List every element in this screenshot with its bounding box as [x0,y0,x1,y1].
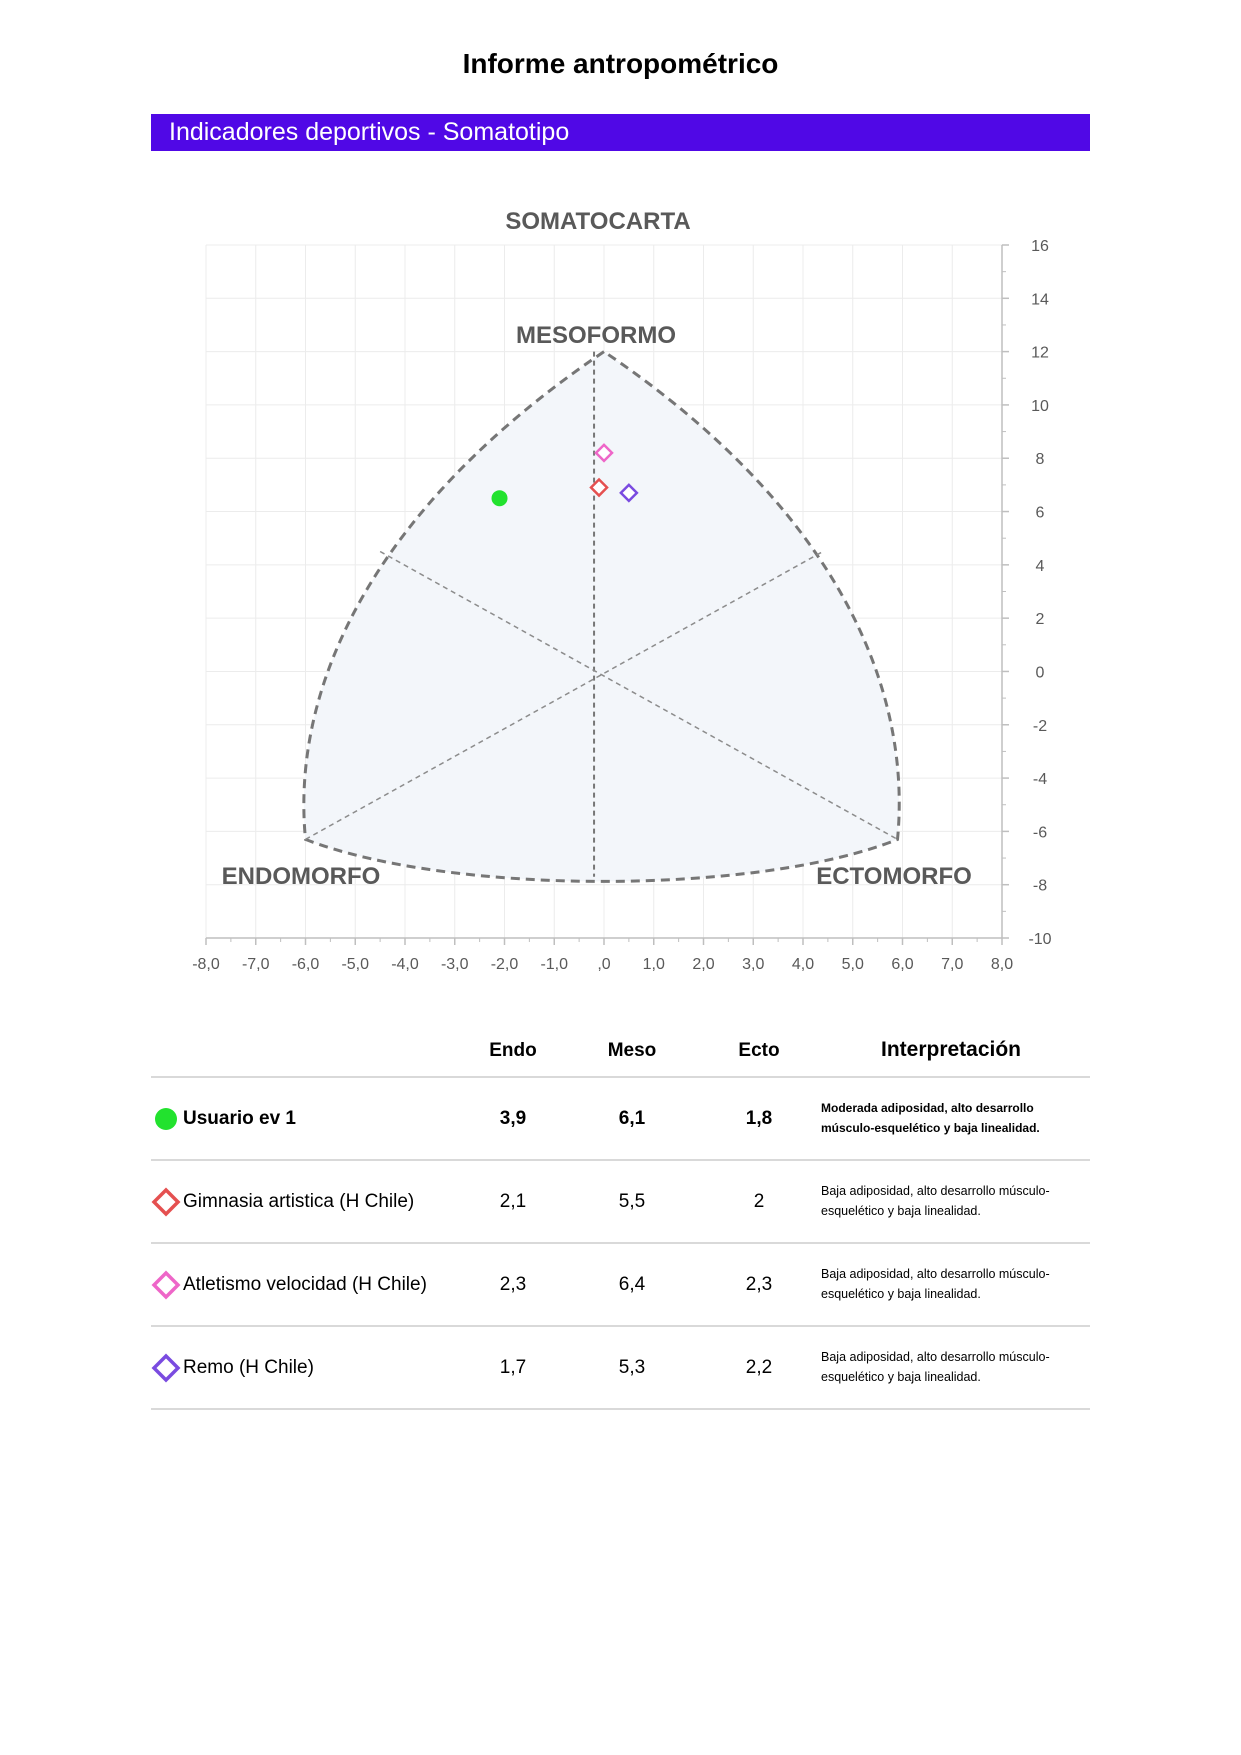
header-interpretacion: Interpretación [880,1038,1022,1061]
y-tick-label: 6 [1036,505,1045,522]
row-interpretation: Baja adiposidad, alto desarrollo músculo… [821,1184,1050,1218]
label-mesoformo: MESOFORMO [516,322,676,349]
somatochart: SOMATOCARTA -8,0 -7,0 -6,0 -5,0 -4,0 -3,0 -2,0… [192,208,1051,973]
row-name: Atletismo velocidad (H Chile) [183,1274,427,1295]
chart-axes: -8,0 -7,0 -6,0 -5,0 -4,0 -3,0 -2,0 -1,0 ,0 1,0 2,0… [192,238,1051,973]
pink-diamond-marker-icon [151,1270,181,1300]
y-tick-label: 12 [1031,345,1049,362]
row-ecto: 2,2 [745,1357,773,1378]
x-tick-label: 2,0 [692,956,714,973]
row-interpretation: Baja adiposidad, alto desarrollo músculo… [821,1267,1050,1301]
row-name: Gimnasia artistica (H Chile) [183,1191,415,1212]
x-tick-label: -3,0 [441,956,469,973]
x-tick-label: -1,0 [540,956,568,973]
x-tick-label: -2,0 [491,956,519,973]
x-tick-label: -8,0 [192,956,220,973]
row-endo: 3,9 [499,1108,527,1129]
label-ectomorfo: ECTOMORFO [816,863,972,890]
data-point [594,443,614,463]
x-tick-label: 1,0 [643,956,665,973]
data-point [619,483,639,503]
header-endo: Endo [489,1040,537,1061]
x-tick-label: 4,0 [792,956,814,973]
x-tick-label: -4,0 [391,956,419,973]
y-tick-label: -2 [1033,718,1047,735]
header-meso: Meso [607,1040,657,1061]
table-row: Remo (H Chile) 1,7 5,3 2,2 Baja adiposid… [151,1327,1090,1410]
x-tick-label: -5,0 [341,956,369,973]
red-diamond-marker-icon [151,1187,181,1217]
x-tick-label: -7,0 [242,956,270,973]
y-tick-label: -6 [1033,824,1047,841]
row-ecto: 2,3 [745,1274,773,1295]
table-row: Usuario ev 1 3,9 6,1 1,8 Moderada adipos… [151,1078,1090,1161]
y-tick-label: 4 [1036,558,1045,575]
y-tick-label: -8 [1033,878,1047,895]
row-interpretation: Moderada adiposidad, alto desarrollo mús… [821,1101,1040,1135]
chart-title: SOMATOCARTA [505,208,690,235]
y-tick-label: 10 [1031,398,1049,415]
y-tick-label: 8 [1036,451,1045,468]
x-tick-label: 7,0 [941,956,963,973]
y-tick-label: 16 [1031,238,1049,255]
somatotype-table: Endo Meso Ecto Interpretación Usuario ev… [151,1030,1090,1410]
purple-diamond-marker-icon [151,1353,181,1383]
data-point [589,477,609,498]
data-point [491,490,508,507]
y-tick-label: 0 [1036,664,1045,681]
x-tick-label: 5,0 [842,956,864,973]
label-endomorfo: ENDOMORFO [222,863,381,890]
row-ecto: 2 [753,1191,765,1212]
table-row: Gimnasia artistica (H Chile) 2,1 5,5 2 B… [151,1161,1090,1244]
row-endo: 2,1 [499,1191,527,1212]
row-meso: 6,4 [618,1274,646,1295]
row-ecto: 1,8 [745,1108,773,1129]
row-endo: 1,7 [499,1357,527,1378]
y-tick-label: 14 [1031,291,1049,308]
row-meso: 6,1 [618,1108,646,1129]
green-circle-marker-icon [155,1108,177,1130]
table-header: Endo Meso Ecto Interpretación [151,1030,1090,1078]
chart-points [491,443,639,507]
header-ecto: Ecto [738,1040,780,1061]
somatochart-boundary [302,349,901,883]
y-tick-label: 2 [1036,611,1045,628]
section-header: Indicadores deportivos - Somatotipo [151,114,1090,151]
y-tick-label: -4 [1033,771,1047,788]
x-tick-label: 3,0 [742,956,764,973]
x-tick-label: 6,0 [891,956,913,973]
row-interpretation: Baja adiposidad, alto desarrollo músculo… [821,1350,1050,1384]
x-tick-label: 8,0 [991,956,1013,973]
row-name: Usuario ev 1 [183,1108,296,1129]
somatochart-outline [302,349,901,883]
page-title: Informe antropométrico [462,48,779,79]
x-tick-label: ,0 [597,956,610,973]
y-tick-label: -10 [1028,931,1051,948]
row-meso: 5,5 [618,1191,646,1212]
x-tick-label: -6,0 [292,956,320,973]
table-row: Atletismo velocidad (H Chile) 2,3 6,4 2,… [151,1244,1090,1327]
row-meso: 5,3 [618,1357,646,1378]
row-name: Remo (H Chile) [183,1357,314,1378]
row-endo: 2,3 [499,1274,527,1295]
